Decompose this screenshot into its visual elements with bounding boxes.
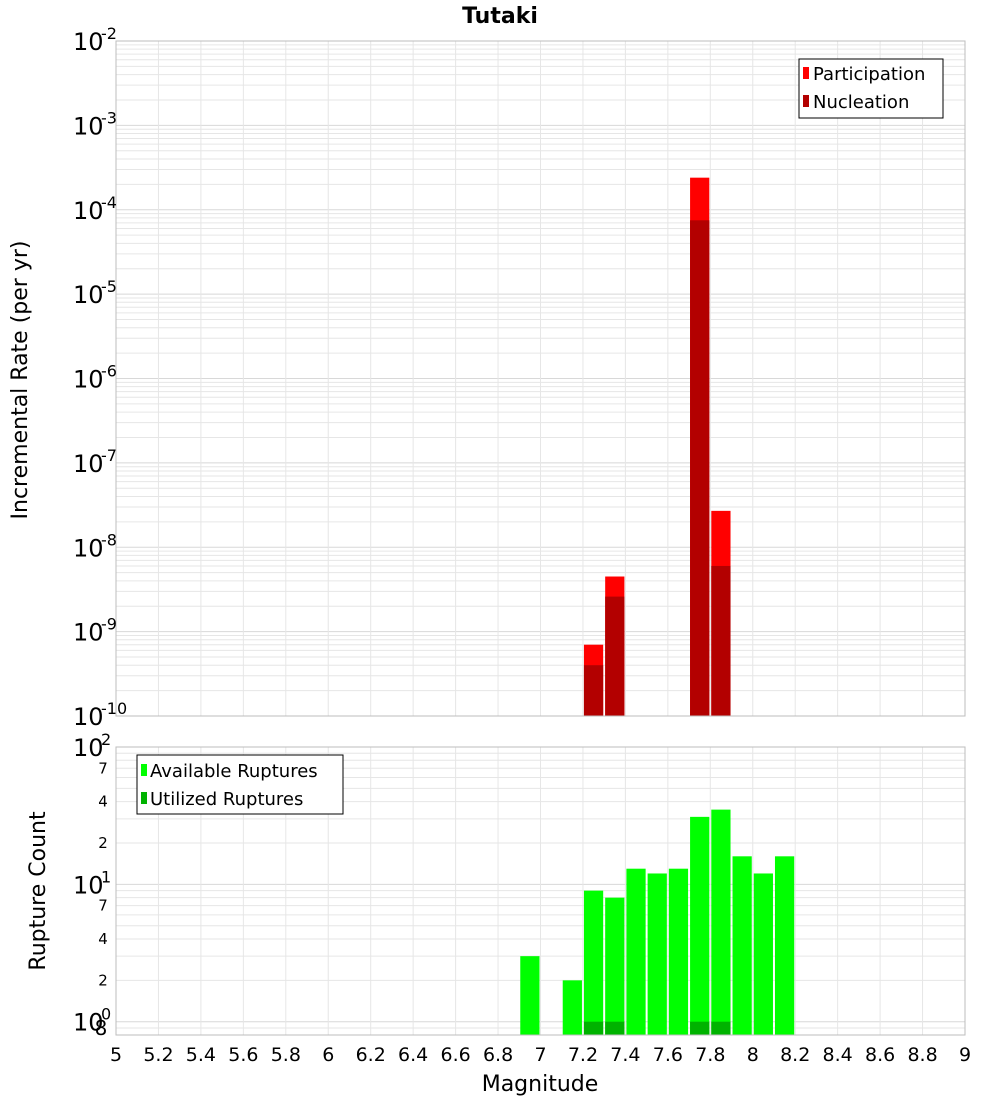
y-tick-label: 10	[73, 871, 104, 899]
x-tick-label: 6	[322, 1044, 334, 1066]
legend-swatch-participation	[803, 67, 809, 79]
x-tick-label: 7.4	[610, 1044, 640, 1066]
utilized-ruptures-bar	[690, 1021, 710, 1035]
y-minor-tick-label: 2	[98, 971, 108, 989]
x-tick-label: 7.2	[568, 1044, 598, 1066]
legend-label-nucleation: Nucleation	[813, 92, 909, 113]
available-ruptures-bar	[711, 809, 731, 1035]
x-axis-ticks: 5 5.2 5.4 5.6 5.8 6 6.2 6.4 6.6 6.8 7 7.2 7.4 7.6 7.8 8…	[110, 1044, 971, 1066]
available-ruptures-bar	[520, 956, 540, 1035]
available-ruptures-bar	[647, 873, 667, 1035]
y-minor-tick-label: 7	[98, 759, 108, 777]
available-ruptures-bar	[626, 868, 646, 1035]
y-tick-label: 10	[73, 366, 104, 394]
top-legend-box	[798, 58, 944, 119]
chart-title: Tutaki	[462, 4, 538, 29]
y-tick-label: 10	[73, 534, 104, 562]
bottom-plot-frame	[115, 746, 966, 1036]
y-tick-exponent: 0	[101, 1005, 111, 1024]
y-minor-tick-label: 4	[98, 930, 108, 948]
bottom-plot-bars	[520, 809, 795, 1035]
utilized-ruptures-bar	[583, 1021, 604, 1035]
y-tick-exponent: 1	[101, 867, 111, 886]
y-minor-tick-label: 7	[98, 897, 108, 915]
top-plot-frame	[115, 40, 966, 717]
legend-label-utilized-ruptures: Utilized Ruptures	[150, 789, 303, 810]
x-tick-label: 7.8	[695, 1044, 725, 1066]
y-tick-label: 10	[73, 734, 104, 762]
y-tick-label: 10	[73, 1009, 104, 1037]
top-y-axis-label: Incremental Rate (per yr)	[8, 241, 33, 520]
y-tick-label: 10	[73, 197, 104, 225]
top-plot-bars	[583, 177, 731, 717]
legend-swatch-nucleation	[803, 95, 809, 107]
x-tick-label: 5.2	[143, 1044, 173, 1066]
y-tick-exponent: -9	[101, 615, 117, 634]
available-ruptures-bar	[605, 897, 625, 1035]
legend-swatch-utilized-ruptures	[141, 792, 147, 804]
x-tick-label: 6.4	[398, 1044, 428, 1066]
y-tick-exponent: 2	[101, 730, 111, 749]
utilized-ruptures-bar	[605, 1021, 625, 1035]
x-tick-label: 6.2	[356, 1044, 386, 1066]
y-tick-exponent: -2	[101, 24, 117, 43]
y-tick-exponent: -10	[101, 699, 127, 718]
y-minor-tick-label: 2	[98, 834, 108, 852]
available-ruptures-bar	[732, 856, 752, 1035]
x-tick-label: 8.8	[907, 1044, 937, 1066]
x-tick-label: 9	[959, 1044, 971, 1066]
y-tick-exponent: -8	[101, 530, 117, 549]
y-tick-label: 10	[73, 619, 104, 647]
y-tick-label: 10	[73, 450, 104, 478]
available-ruptures-bar	[583, 890, 604, 1035]
y-tick-label: 10	[73, 281, 104, 309]
available-ruptures-bar	[668, 868, 689, 1035]
x-tick-label: 8.6	[865, 1044, 895, 1066]
utilized-ruptures-bar	[711, 1021, 731, 1035]
x-tick-label: 5.4	[186, 1044, 216, 1066]
y-tick-exponent: -6	[101, 362, 117, 381]
nucleation-bar	[690, 220, 710, 717]
available-ruptures-bar	[690, 816, 710, 1035]
x-tick-label: 6.8	[483, 1044, 513, 1066]
top-plot-grid	[115, 41, 966, 717]
y-tick-exponent: -7	[101, 446, 117, 465]
top-legend: Participation Nucleation	[798, 58, 944, 119]
x-tick-label: 8.4	[823, 1044, 853, 1066]
x-tick-label: 8.2	[780, 1044, 810, 1066]
nucleation-bar	[583, 665, 604, 716]
y-minor-tick-label: 8	[95, 1016, 108, 1040]
x-tick-label: 7.6	[653, 1044, 683, 1066]
bottom-y-axis-label: Rupture Count	[26, 811, 51, 971]
x-tick-label: 5.6	[228, 1044, 258, 1066]
x-tick-label: 5.8	[271, 1044, 301, 1066]
y-tick-exponent: -5	[101, 277, 117, 296]
y-tick-label: 10	[73, 703, 104, 731]
x-tick-label: 8	[747, 1044, 759, 1066]
top-y-axis-ticks: 10-210-310-410-510-610-710-810-910-10	[73, 24, 127, 731]
nucleation-bar	[605, 596, 625, 716]
x-tick-label: 7	[534, 1044, 546, 1066]
x-tick-label: 6.6	[440, 1044, 470, 1066]
available-ruptures-bar	[753, 873, 773, 1035]
bottom-legend-box	[136, 754, 344, 815]
y-tick-exponent: -3	[101, 108, 117, 127]
legend-label-participation: Participation	[813, 64, 925, 85]
x-axis-label: Magnitude	[482, 1072, 599, 1097]
x-tick-label: 5	[110, 1044, 122, 1066]
y-minor-tick-label: 4	[98, 793, 108, 811]
y-tick-label: 10	[73, 28, 104, 56]
available-ruptures-bar	[562, 980, 582, 1035]
legend-swatch-available-ruptures	[141, 764, 147, 776]
available-ruptures-bar	[774, 856, 795, 1035]
y-tick-label: 10	[73, 112, 104, 140]
nucleation-bar	[711, 565, 731, 716]
bottom-legend: Available Ruptures Utilized Ruptures	[136, 754, 344, 815]
y-tick-exponent: -4	[101, 193, 117, 212]
legend-label-available-ruptures: Available Ruptures	[150, 761, 318, 782]
